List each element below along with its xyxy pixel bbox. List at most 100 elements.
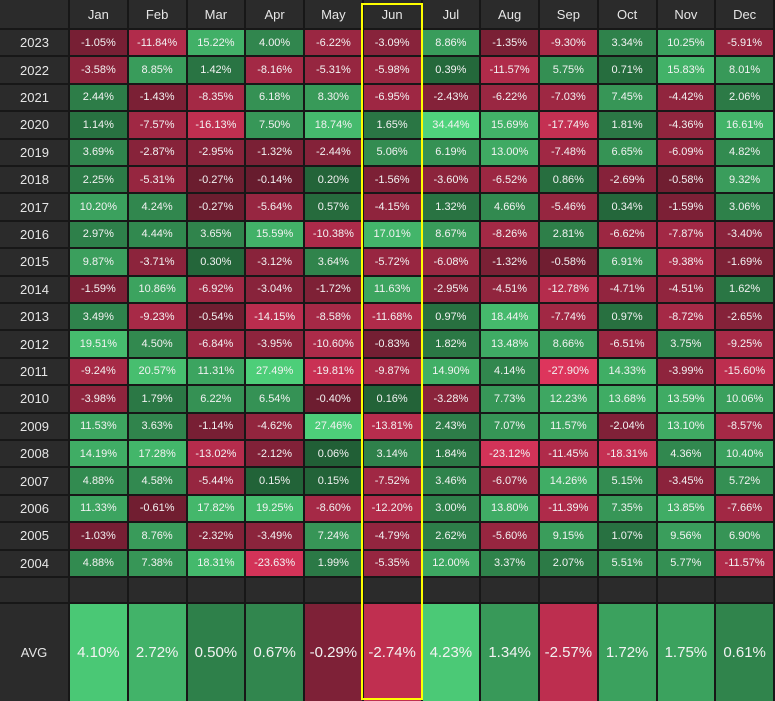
month-header-nov: Nov bbox=[657, 0, 715, 28]
return-cell-2012-nov: 3.75% bbox=[657, 331, 715, 357]
return-cell-2007-jan: 4.88% bbox=[70, 468, 127, 494]
year-label-2017: 2017 bbox=[0, 194, 68, 220]
month-header-dec: Dec bbox=[716, 0, 773, 28]
return-cell-2018-may: 0.20% bbox=[305, 167, 362, 193]
return-cell-2018-jul: -3.60% bbox=[422, 167, 480, 193]
return-cell-2021-nov: -4.42% bbox=[657, 84, 715, 111]
return-cell-2020-may: 18.74% bbox=[305, 112, 362, 138]
return-cell-2008-jul: 1.84% bbox=[422, 441, 480, 467]
return-cell-2023-dec: -5.91% bbox=[716, 30, 773, 56]
return-cell-2023-mar: 15.22% bbox=[187, 30, 245, 56]
return-cell-2007-mar: -5.44% bbox=[187, 468, 245, 494]
spacer-cell-jun bbox=[363, 578, 421, 602]
return-cell-2005-jan: -1.03% bbox=[70, 523, 127, 549]
avg-cell-aug: 1.34% bbox=[481, 604, 538, 701]
return-cell-2006-dec: -7.66% bbox=[716, 495, 773, 522]
return-cell-2017-jul: 1.32% bbox=[422, 194, 480, 220]
return-cell-2004-jun: -5.35% bbox=[363, 550, 421, 576]
spacer-cell-mar bbox=[187, 578, 245, 602]
return-cell-2021-feb: -1.43% bbox=[128, 84, 186, 111]
return-cell-2010-jul: -3.28% bbox=[422, 386, 480, 412]
month-header-jun: Jun bbox=[363, 0, 421, 28]
return-cell-2016-sep: 2.81% bbox=[540, 221, 597, 248]
return-cell-2015-jul: -6.08% bbox=[422, 249, 480, 275]
return-cell-2009-may: 27.46% bbox=[305, 413, 362, 439]
return-cell-2023-nov: 10.25% bbox=[657, 30, 715, 56]
return-cell-2015-aug: -1.32% bbox=[481, 249, 538, 275]
return-cell-2004-may: 1.99% bbox=[305, 550, 362, 576]
spacer-cell-feb bbox=[128, 578, 186, 602]
return-cell-2015-sep: -0.58% bbox=[540, 249, 597, 275]
return-cell-2021-jun: -6.95% bbox=[363, 84, 421, 111]
return-cell-2009-sep: 11.57% bbox=[540, 413, 597, 439]
return-cell-2019-feb: -2.87% bbox=[128, 139, 186, 165]
return-cell-2006-jun: -12.20% bbox=[363, 495, 421, 522]
return-cell-2005-oct: 1.07% bbox=[598, 523, 656, 549]
month-header-aug: Aug bbox=[481, 0, 538, 28]
return-cell-2015-jun: -5.72% bbox=[363, 249, 421, 275]
return-cell-2017-aug: 4.66% bbox=[481, 194, 538, 220]
return-cell-2023-jun: -3.09% bbox=[363, 30, 421, 56]
return-cell-2014-jun: 11.63% bbox=[363, 276, 421, 302]
return-cell-2013-may: -8.58% bbox=[305, 304, 362, 330]
return-cell-2006-apr: 19.25% bbox=[246, 495, 303, 522]
return-cell-2021-apr: 6.18% bbox=[246, 84, 303, 111]
return-cell-2009-apr: -4.62% bbox=[246, 413, 303, 439]
return-cell-2011-feb: 20.57% bbox=[128, 358, 186, 385]
return-cell-2010-apr: 6.54% bbox=[246, 386, 303, 412]
return-cell-2014-dec: 1.62% bbox=[716, 276, 773, 302]
return-cell-2016-jan: 2.97% bbox=[70, 221, 127, 248]
return-cell-2006-mar: 17.82% bbox=[187, 495, 245, 522]
return-cell-2007-sep: 14.26% bbox=[540, 468, 597, 494]
return-cell-2013-aug: 18.44% bbox=[481, 304, 538, 330]
return-cell-2018-apr: -0.14% bbox=[246, 167, 303, 193]
return-cell-2014-jul: -2.95% bbox=[422, 276, 480, 302]
return-cell-2016-feb: 4.44% bbox=[128, 221, 186, 248]
return-cell-2013-nov: -8.72% bbox=[657, 304, 715, 330]
return-cell-2020-mar: -16.13% bbox=[187, 112, 245, 138]
return-cell-2008-jun: 3.14% bbox=[363, 441, 421, 467]
spacer-cell-may bbox=[305, 578, 362, 602]
return-cell-2020-aug: 15.69% bbox=[481, 112, 538, 138]
return-cell-2008-dec: 10.40% bbox=[716, 441, 773, 467]
return-cell-2023-feb: -11.84% bbox=[128, 30, 186, 56]
return-cell-2017-sep: -5.46% bbox=[540, 194, 597, 220]
return-cell-2012-apr: -3.95% bbox=[246, 331, 303, 357]
return-cell-2007-feb: 4.58% bbox=[128, 468, 186, 494]
return-cell-2010-nov: 13.59% bbox=[657, 386, 715, 412]
return-cell-2017-feb: 4.24% bbox=[128, 194, 186, 220]
return-cell-2018-feb: -5.31% bbox=[128, 167, 186, 193]
return-cell-2009-mar: -1.14% bbox=[187, 413, 245, 439]
return-cell-2006-nov: 13.85% bbox=[657, 495, 715, 522]
return-cell-2014-may: -1.72% bbox=[305, 276, 362, 302]
return-cell-2022-feb: 8.85% bbox=[128, 57, 186, 83]
return-cell-2023-apr: 4.00% bbox=[246, 30, 303, 56]
avg-cell-jul: 4.23% bbox=[422, 604, 480, 701]
return-cell-2019-aug: 13.00% bbox=[481, 139, 538, 165]
year-label-2014: 2014 bbox=[0, 276, 68, 302]
return-cell-2005-apr: -3.49% bbox=[246, 523, 303, 549]
return-cell-2020-jun: 1.65% bbox=[363, 112, 421, 138]
return-cell-2022-jun: -5.98% bbox=[363, 57, 421, 83]
return-cell-2023-jul: 8.86% bbox=[422, 30, 480, 56]
return-cell-2019-sep: -7.48% bbox=[540, 139, 597, 165]
return-cell-2009-oct: -2.04% bbox=[598, 413, 656, 439]
return-cell-2008-apr: -2.12% bbox=[246, 441, 303, 467]
return-cell-2019-nov: -6.09% bbox=[657, 139, 715, 165]
avg-cell-may: -0.29% bbox=[305, 604, 362, 701]
year-label-2018: 2018 bbox=[0, 167, 68, 193]
return-cell-2022-sep: 5.75% bbox=[540, 57, 597, 83]
return-cell-2018-dec: 9.32% bbox=[716, 167, 773, 193]
return-cell-2022-aug: -11.57% bbox=[481, 57, 538, 83]
return-cell-2004-mar: 18.31% bbox=[187, 550, 245, 576]
return-cell-2013-jun: -11.68% bbox=[363, 304, 421, 330]
return-cell-2011-may: -19.81% bbox=[305, 358, 362, 385]
return-cell-2023-may: -6.22% bbox=[305, 30, 362, 56]
return-cell-2017-nov: -1.59% bbox=[657, 194, 715, 220]
return-cell-2012-jul: 1.82% bbox=[422, 331, 480, 357]
return-cell-2014-oct: -4.71% bbox=[598, 276, 656, 302]
return-cell-2023-jan: -1.05% bbox=[70, 30, 127, 56]
return-cell-2012-aug: 13.48% bbox=[481, 331, 538, 357]
year-label-2019: 2019 bbox=[0, 139, 68, 165]
return-cell-2014-aug: -4.51% bbox=[481, 276, 538, 302]
